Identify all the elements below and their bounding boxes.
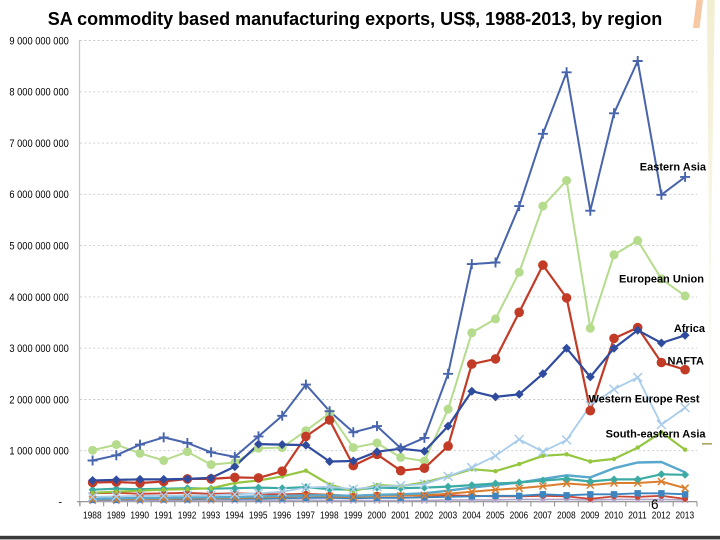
svg-text:South-eastern Asia: South-eastern Asia [606, 429, 707, 441]
svg-text:2012: 2012 [652, 511, 671, 522]
svg-text:1999: 1999 [344, 511, 363, 522]
svg-text:1 000 000 000: 1 000 000 000 [9, 446, 68, 458]
svg-text:2011: 2011 [628, 511, 647, 522]
svg-text:2004: 2004 [462, 511, 481, 522]
svg-text:6: 6 [651, 497, 659, 512]
svg-text:2013: 2013 [676, 511, 695, 522]
svg-text:2009: 2009 [581, 511, 600, 522]
svg-text:2000: 2000 [367, 511, 386, 522]
svg-text:2010: 2010 [604, 511, 623, 522]
svg-text:3 000 000 000: 3 000 000 000 [9, 343, 68, 355]
svg-text:2006: 2006 [510, 511, 529, 522]
svg-text:1990: 1990 [130, 511, 149, 522]
svg-text:2008: 2008 [557, 511, 576, 522]
svg-text:1989: 1989 [107, 511, 126, 522]
svg-text:-: - [58, 497, 62, 509]
svg-text:Western Europe Rest: Western Europe Rest [588, 394, 699, 406]
svg-text:1998: 1998 [320, 511, 339, 522]
svg-text:Africa: Africa [674, 323, 706, 335]
svg-text:1995: 1995 [249, 511, 268, 522]
svg-text:5 000 000 000: 5 000 000 000 [9, 241, 68, 253]
svg-text:4 000 000 000: 4 000 000 000 [9, 292, 68, 304]
svg-text:2001: 2001 [391, 511, 410, 522]
svg-text:1992: 1992 [178, 511, 197, 522]
svg-text:1994: 1994 [225, 511, 244, 522]
svg-text:2005: 2005 [486, 511, 505, 522]
svg-text:2002: 2002 [415, 511, 434, 522]
svg-text:NAFTA: NAFTA [668, 356, 705, 368]
svg-text:1993: 1993 [202, 511, 221, 522]
svg-text:1997: 1997 [296, 511, 315, 522]
svg-text:1991: 1991 [154, 511, 173, 522]
svg-text:7 000 000 000: 7 000 000 000 [9, 138, 68, 150]
svg-text:1988: 1988 [83, 511, 102, 522]
svg-text:1996: 1996 [273, 511, 292, 522]
svg-text:6 000 000 000: 6 000 000 000 [9, 189, 68, 201]
svg-text:9 000 000 000: 9 000 000 000 [9, 35, 68, 47]
svg-text:2007: 2007 [533, 511, 552, 522]
svg-text:2 000 000 000: 2 000 000 000 [9, 394, 68, 406]
svg-text:2003: 2003 [439, 511, 458, 522]
svg-text:8 000 000 000: 8 000 000 000 [9, 87, 68, 99]
svg-text:Eastern Asia: Eastern Asia [640, 162, 707, 174]
svg-text:European Union: European Union [619, 274, 704, 286]
